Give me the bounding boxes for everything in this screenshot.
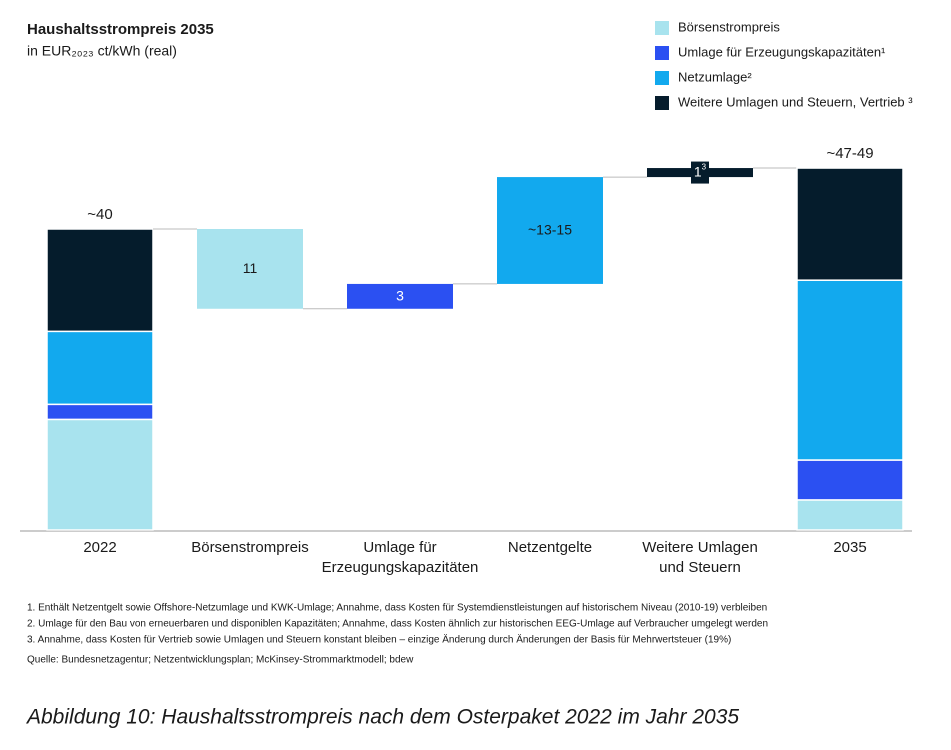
bar-segment [46,330,154,406]
bar-segment [796,167,904,281]
footnote: 2. Umlage für den Bau von erneuerbaren u… [27,619,768,630]
bar-segment [796,279,904,461]
chart-title: Haushaltsstrompreis 2035 [27,21,214,38]
bar-segment [497,177,603,284]
value-label-text: 1 [694,163,702,179]
value-label: 13 [694,163,707,180]
value-label-text: 11 [243,260,258,276]
label-box [691,161,709,184]
x-tick-label: 2022 [83,539,117,556]
source: Quelle: Bundesnetzagentur; Netzentwicklu… [27,655,414,666]
legend-label: Netzumlage² [678,69,752,84]
x-tick-label: Börsenstrompreis [191,539,309,556]
bar-segment [46,228,154,333]
bar-segment [796,499,904,531]
value-label-text: 3 [396,287,404,303]
legend-swatch [655,96,669,110]
legend-swatch [655,21,669,35]
bar-segment [197,229,303,309]
legend-label: Umlage für Erzeugungskapazitäten¹ [678,44,886,59]
caption: Abbildung 10: Haushaltsstrompreis nach d… [25,706,739,729]
bar-segment [46,418,154,531]
value-label-text: ~13-15 [528,221,572,237]
footnote-ref: 3 [702,163,707,172]
legend-swatch [655,46,669,60]
value-label: 3 [396,287,404,303]
bar-segment [796,459,904,501]
x-tick-label: Netzentgelte [507,539,593,556]
x-tick-label: 2035 [833,539,867,556]
bar-segment [46,403,154,421]
legend-swatch [655,71,669,85]
legend-label: Börsenstrompreis [678,19,780,34]
total-label: ~47-49 [826,145,873,162]
total-label: ~40 [87,206,112,223]
legend-label: Weitere Umlagen und Steuern, Vertrieb ³ [678,94,913,109]
bar-segment [347,283,453,309]
chart-subtitle: in EUR₂₀₂₃ ct/kWh (real) [27,43,177,59]
x-tick-label: Weitere Umlagen und Steuern [642,539,758,576]
value-label: ~13-15 [528,221,572,237]
x-tick-label: Umlage für Erzeugungskapazitäten [321,539,479,576]
footnote: 3. Annahme, dass Kosten für Vertrieb sow… [27,634,731,646]
value-label: 11 [243,260,258,276]
footnote: 1. Enthält Netzentgelt sowie Offshore-Ne… [27,603,767,614]
